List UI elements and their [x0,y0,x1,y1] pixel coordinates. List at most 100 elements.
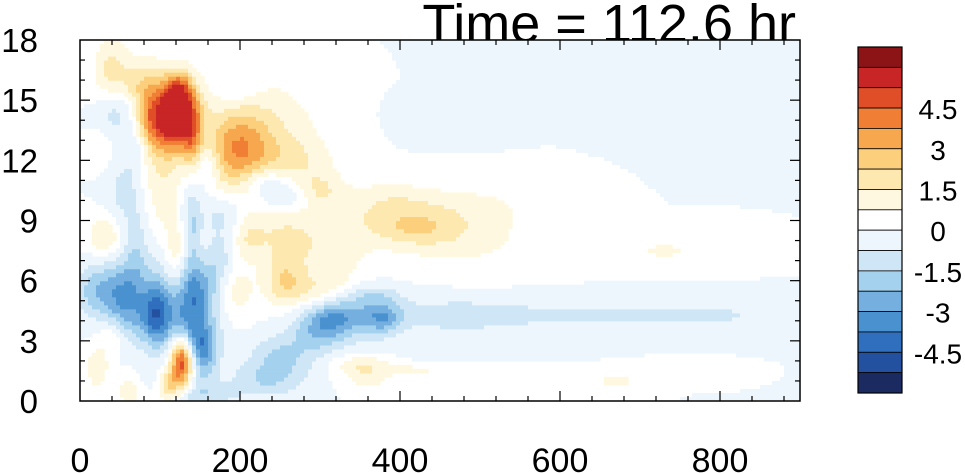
heatmap-cell [528,316,533,322]
heatmap-cell [256,256,261,262]
heatmap-cell [432,236,437,242]
heatmap-cell [312,308,317,314]
heatmap-cell [412,340,417,346]
heatmap-cell [436,340,441,346]
heatmap-cell [476,340,481,346]
heatmap-cell [404,348,409,354]
heatmap-cell [336,300,341,306]
heatmap-cell [532,328,537,334]
heatmap-cell [464,252,469,258]
heatmap-cell [648,304,653,310]
heatmap-cell [524,312,529,318]
heatmap-cell [248,228,253,234]
heatmap-cell [220,324,225,330]
heatmap-cell [596,296,601,302]
heatmap-cell [328,356,333,362]
heatmap-cell [212,280,217,286]
heatmap-cell [768,292,773,298]
heatmap-cell [500,340,505,346]
heatmap-cell [380,332,385,338]
heatmap-cell [292,228,297,234]
heatmap-cell [80,312,85,318]
heatmap-cell [324,300,329,306]
heatmap-cell [436,240,441,246]
heatmap-cell [732,344,737,350]
heatmap-cell [644,328,649,334]
heatmap-cell [556,324,561,330]
heatmap-cell [284,236,289,242]
heatmap-cell [624,284,629,290]
heatmap-cell [736,396,741,401]
heatmap-cell [316,264,321,270]
heatmap-cell [380,240,385,246]
heatmap-cell [332,248,337,254]
heatmap-cell [212,392,217,398]
heatmap-cell [532,324,537,330]
heatmap-cell [172,380,177,386]
heatmap-cell [752,320,757,326]
heatmap-cell [184,348,189,354]
heatmap-cell [216,252,221,258]
heatmap-cell [120,360,125,366]
heatmap-cell [260,240,265,246]
heatmap-cell [780,340,785,346]
heatmap-cell [408,296,413,302]
heatmap-cell [468,348,473,354]
heatmap-cell [764,280,769,286]
heatmap-cell [268,332,273,338]
heatmap-cell [272,364,277,370]
heatmap-cell [96,368,101,374]
heatmap-cell [244,352,249,358]
heatmap-cell [544,324,549,330]
heatmap-cell [668,308,673,314]
heatmap-cell [400,292,405,298]
heatmap-cell [360,344,365,350]
heatmap-cell [212,388,217,394]
heatmap-cell [496,356,501,362]
heatmap-cell [184,364,189,370]
heatmap-cell [120,336,125,342]
heatmap-cell [220,392,225,398]
heatmap-cell [412,300,417,306]
heatmap-cell [464,324,469,330]
heatmap-cell [452,240,457,246]
heatmap-cell [260,364,265,370]
heatmap-cell [720,344,725,350]
heatmap-cell [292,292,297,298]
heatmap-cell [608,324,613,330]
heatmap-cell [424,284,429,290]
heatmap-cell [460,336,465,342]
heatmap-cell [108,236,113,242]
heatmap-cell [592,324,597,330]
heatmap-cell [404,228,409,234]
heatmap-cell [376,336,381,342]
heatmap-cell [148,292,153,298]
heatmap-cell [632,308,637,314]
heatmap-cell [340,296,345,302]
heatmap-cell [344,320,349,326]
heatmap-cell [568,324,573,330]
heatmap-cell [192,268,197,274]
heatmap-cell [428,300,433,306]
heatmap-cell [268,380,273,386]
heatmap-cell [340,280,345,286]
heatmap-cell [432,288,437,294]
heatmap-cell [344,340,349,346]
heatmap-cell [492,340,497,346]
heatmap-cell [500,288,505,294]
heatmap-cell [188,292,193,298]
heatmap-cell [744,292,749,298]
heatmap-cell [588,288,593,294]
heatmap-cell [120,252,125,258]
heatmap-cell [520,316,525,322]
heatmap-cell [688,324,693,330]
heatmap-cell [676,248,681,254]
heatmap-cell [452,252,457,258]
heatmap-cell [140,304,145,310]
heatmap-cell [80,272,85,278]
heatmap-cell [176,284,181,290]
heatmap-cell [360,320,365,326]
heatmap-cell [344,252,349,258]
heatmap-cell [388,244,393,250]
heatmap-cell [124,308,129,314]
